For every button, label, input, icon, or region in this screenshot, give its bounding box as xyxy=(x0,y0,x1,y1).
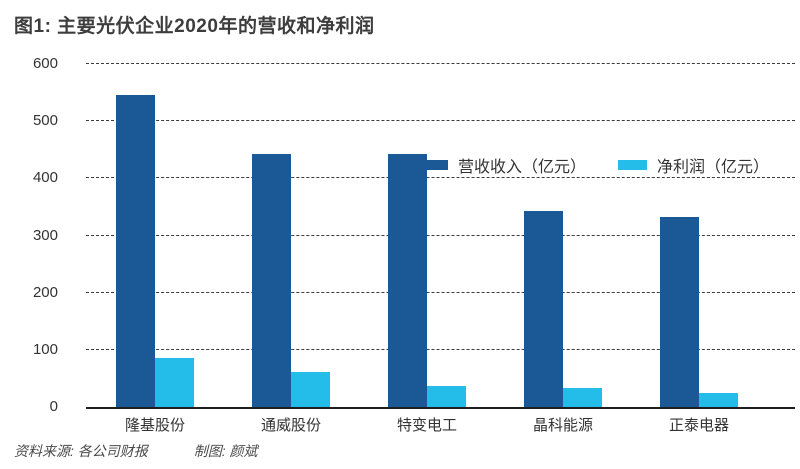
gridline-400 xyxy=(86,177,795,179)
gridline-300 xyxy=(86,234,795,236)
bar-profit xyxy=(563,388,602,407)
y-axis-tick-label: 500 xyxy=(32,112,58,130)
chart-legend: 营收收入（亿元） 净利润（亿元） xyxy=(419,153,769,177)
bar-revenue xyxy=(524,211,563,407)
x-axis-category-label: 特变电工 xyxy=(396,417,457,434)
bar-revenue xyxy=(388,154,427,407)
y-axis-tick-label: 100 xyxy=(32,340,58,358)
x-axis-category-label: 正泰电器 xyxy=(668,417,729,434)
y-axis-tick-label: 300 xyxy=(32,226,58,244)
source-note: 资料来源: 各公司财报 xyxy=(14,443,148,459)
gridline-600 xyxy=(86,63,795,64)
figure-title: 图1: 主要光伏企业2020年的营收和净利润 xyxy=(14,16,375,37)
x-axis-category-label: 晶科能源 xyxy=(532,417,593,434)
legend-label-profit: 净利润（亿元） xyxy=(657,159,770,176)
bar-profit xyxy=(155,358,194,407)
legend-item-profit: 净利润（亿元） xyxy=(618,153,769,177)
legend-label-revenue: 营收收入（亿元） xyxy=(458,159,587,176)
bar-profit xyxy=(291,372,330,407)
bar-profit xyxy=(699,393,738,407)
figure-footer: 资料来源: 各公司财报 制图: 颜斌 xyxy=(14,441,258,461)
credit-note: 制图: 颜斌 xyxy=(193,443,258,459)
x-axis-category-label: 通威股份 xyxy=(260,417,321,434)
y-axis-tick-label: 200 xyxy=(32,283,58,301)
x-axis-category-label: 隆基股份 xyxy=(124,417,185,434)
legend-swatch-profit xyxy=(618,160,648,170)
gridline-200 xyxy=(86,291,795,293)
bar-profit xyxy=(427,386,466,407)
y-axis-tick-label: 600 xyxy=(32,55,58,72)
y-axis-tick-label: 400 xyxy=(32,169,58,187)
legend-item-revenue: 营收收入（亿元） xyxy=(419,153,586,177)
bar-revenue xyxy=(660,217,699,407)
bar-revenue xyxy=(252,154,291,407)
y-axis-tick-label: 0 xyxy=(49,398,58,415)
plot-area: 营收收入（亿元） 净利润（亿元） xyxy=(86,63,795,409)
bar-revenue xyxy=(116,95,155,407)
gridline-100 xyxy=(86,348,795,350)
legend-swatch-revenue xyxy=(419,160,448,170)
gridline-500 xyxy=(86,120,795,122)
